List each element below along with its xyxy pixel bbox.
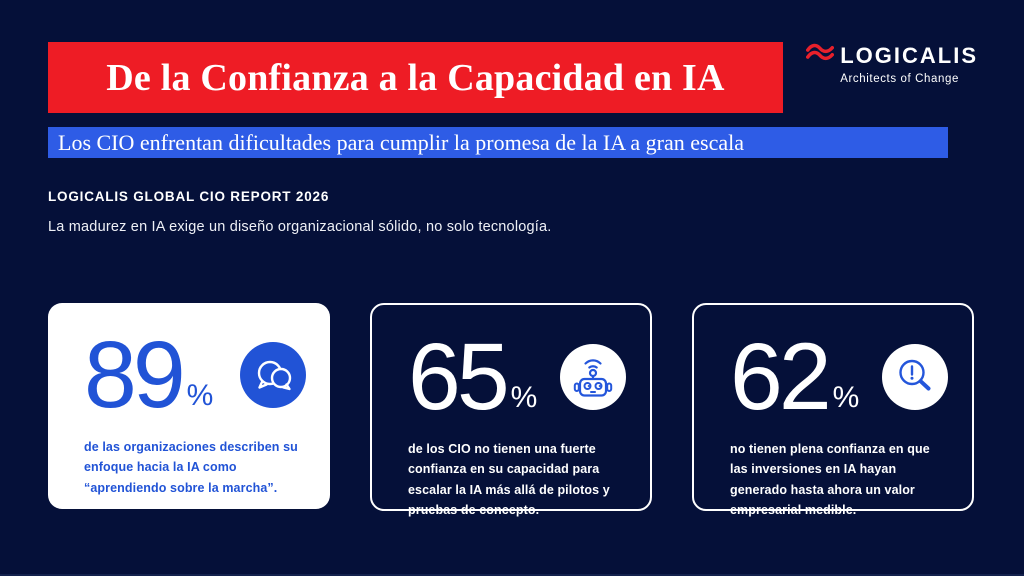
chat-bubbles-icon	[240, 342, 306, 408]
stat-unit: %	[510, 381, 538, 414]
stat-cards-row: 89 % de las organizaciones describen su …	[48, 303, 974, 517]
report-kicker: LOGICALIS GLOBAL CIO REPORT 2026	[48, 189, 330, 204]
robot-icon	[560, 344, 626, 410]
logo-tagline: Architects of Change	[840, 73, 959, 85]
stat-card-investment-value: 62 % no tienen plena confianza en que la…	[692, 303, 974, 517]
subtitle-banner: Los CIO enfrentan dificultades para cump…	[48, 127, 948, 158]
logo-row: LOGICALIS	[806, 42, 978, 69]
stat-card-cio-confidence: 65 %	[370, 303, 652, 517]
stat-row: 65 %	[408, 327, 626, 427]
stat-description: de los CIO no tienen una fuerte confianz…	[408, 442, 610, 517]
page-subtitle: Los CIO enfrentan dificultades para cump…	[58, 129, 744, 155]
title-banner: De la Confianza a la Capacidad en IA	[48, 42, 783, 113]
stat-row: 62 %	[730, 327, 948, 427]
logicalis-logo: LOGICALIS Architects of Change	[806, 42, 978, 85]
stat-value: 62	[730, 323, 832, 430]
stat-value: 65	[408, 323, 510, 430]
logo-wordmark: LOGICALIS	[840, 42, 978, 68]
stat-value: 89	[84, 321, 186, 428]
bottom-edge-highlight	[0, 574, 1024, 576]
logicalis-swoosh-icon	[806, 42, 835, 69]
stat-row: 89 %	[84, 325, 306, 425]
magnifier-alert-icon	[882, 344, 948, 410]
report-lead: La madurez en IA exige un diseño organiz…	[48, 219, 552, 235]
page-title: De la Confianza a la Capacidad en IA	[106, 56, 725, 99]
stat-description: de las organizaciones describen su enfoq…	[84, 440, 298, 495]
stat-unit: %	[186, 379, 214, 412]
stat-unit: %	[832, 381, 860, 414]
stat-card-organizations: 89 % de las organizaciones describen su …	[48, 303, 330, 509]
stat-description: no tienen plena confianza en que las inv…	[730, 442, 930, 517]
